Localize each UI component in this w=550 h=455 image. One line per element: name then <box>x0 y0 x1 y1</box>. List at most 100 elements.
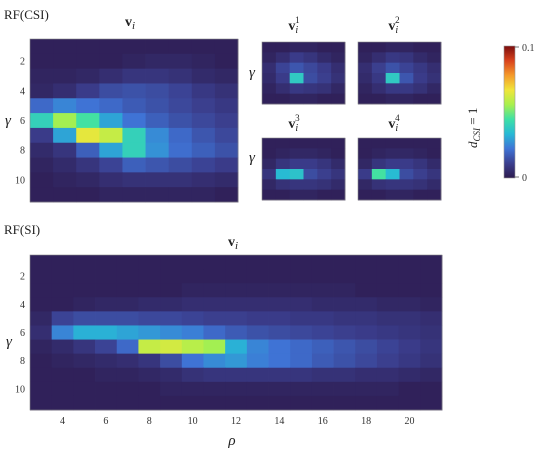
heatmap-cell <box>73 381 96 397</box>
heatmap-cell <box>116 297 139 312</box>
heatmap-cell <box>122 53 146 70</box>
heatmap-cell <box>399 138 414 149</box>
heatmap-cell <box>385 73 400 84</box>
heatmap-cell <box>246 339 269 355</box>
panel-title-csi-4: vi4 <box>388 113 400 134</box>
heatmap-cell <box>303 179 318 191</box>
heatmap-cell <box>116 353 139 369</box>
heatmap-cell <box>275 93 291 105</box>
heatmap-cell <box>385 189 400 201</box>
heatmap-cell <box>358 73 373 84</box>
heatmap-cell <box>138 311 161 326</box>
heatmap-cell <box>99 53 123 70</box>
heatmap-cell <box>331 148 346 160</box>
xtick-label: 14 <box>274 416 284 427</box>
heatmap-cell <box>289 189 304 201</box>
heatmap-cell <box>331 189 346 201</box>
heatmap-cell <box>331 138 346 149</box>
heatmap-cell <box>30 339 53 355</box>
ytick-label: 2 <box>20 57 25 68</box>
heatmap-cell <box>376 367 400 383</box>
heatmap-cell <box>303 42 318 53</box>
panel-title-csi-main: vi <box>125 15 135 32</box>
heatmap-cell <box>376 381 400 397</box>
heatmap-cell <box>95 283 118 298</box>
heatmap-cell <box>427 52 442 64</box>
heatmap-cell <box>290 395 313 411</box>
heatmap-cell <box>225 255 248 270</box>
heatmap-cell <box>275 83 291 95</box>
heatmap-cell <box>262 42 277 53</box>
heatmap-cell <box>51 339 74 355</box>
heatmap-cell <box>246 381 269 397</box>
heatmap-cell <box>168 98 193 114</box>
heatmap-cell <box>203 269 226 284</box>
heatmap-cell <box>358 42 373 53</box>
heatmap-cell <box>73 367 96 383</box>
heatmap-cell <box>427 179 442 191</box>
heatmap-cell <box>160 339 183 355</box>
heatmap-cell <box>358 93 373 105</box>
heatmap-cell <box>116 255 139 270</box>
heatmap-cell <box>355 325 378 340</box>
ylabel-csi-3: γ <box>249 150 256 166</box>
heatmap-cell <box>168 83 193 99</box>
heatmap-cell <box>30 311 53 326</box>
heatmap-cell <box>333 395 356 411</box>
heatmap-cell <box>385 83 400 95</box>
heatmap-cell <box>358 62 373 74</box>
heatmap-cell <box>398 367 421 383</box>
heatmap-cell <box>311 255 334 270</box>
heatmap-cell <box>246 255 269 270</box>
heatmap-cell <box>290 353 313 369</box>
heatmap-cell <box>355 283 378 298</box>
heatmap-cell <box>214 187 239 203</box>
heatmap-cell <box>168 157 193 173</box>
heatmap-cell <box>358 138 373 149</box>
heatmap-cell <box>95 255 118 270</box>
heatmap-cell <box>275 62 291 74</box>
heatmap-cell <box>73 353 96 369</box>
heatmap-cell <box>95 311 118 326</box>
heatmap-cell <box>385 42 400 53</box>
heatmap-cell <box>203 381 226 397</box>
heatmap-cell <box>145 187 170 203</box>
heatmap-cell <box>225 367 248 383</box>
ytick-label: 10 <box>15 175 25 186</box>
heatmap-cell <box>138 255 161 270</box>
heatmap-cell <box>303 189 318 201</box>
heatmap-cell <box>333 297 356 312</box>
heatmap-cell <box>333 255 356 270</box>
heatmap-cell <box>246 283 269 298</box>
heatmap-cell <box>30 297 53 312</box>
heatmap-cell <box>145 127 170 144</box>
heatmap-cell <box>290 339 313 355</box>
heatmap-cell <box>51 269 74 284</box>
heatmap-cell <box>160 297 183 312</box>
heatmap-cell <box>413 52 428 64</box>
heatmap-cell <box>99 68 123 84</box>
heatmap-cell <box>225 325 248 340</box>
heatmap-cell <box>73 395 96 411</box>
heatmap-cell <box>246 325 269 340</box>
heatmap-cell <box>30 113 54 129</box>
heatmap-cell <box>371 148 387 160</box>
heatmap-cell <box>413 62 428 74</box>
heatmap-cell <box>30 172 54 188</box>
heatmap-cell <box>333 283 356 298</box>
heatmap-cell <box>303 52 318 64</box>
heatmap-cell <box>160 311 183 326</box>
heatmap-cell <box>398 395 421 411</box>
heatmap-cell <box>76 83 100 99</box>
ylabel-csi-main: γ <box>5 113 12 129</box>
heatmap-cell <box>290 255 313 270</box>
heatmap-cell <box>262 52 277 64</box>
heatmap-cell <box>203 311 226 326</box>
heatmap-cell <box>99 127 123 144</box>
heatmap-cell <box>181 367 204 383</box>
heatmap-cell <box>191 157 216 173</box>
heatmap-cell <box>358 158 373 170</box>
heatmap-cell <box>275 179 291 191</box>
heatmap-cell <box>333 339 356 355</box>
heatmap-cell <box>317 52 332 64</box>
